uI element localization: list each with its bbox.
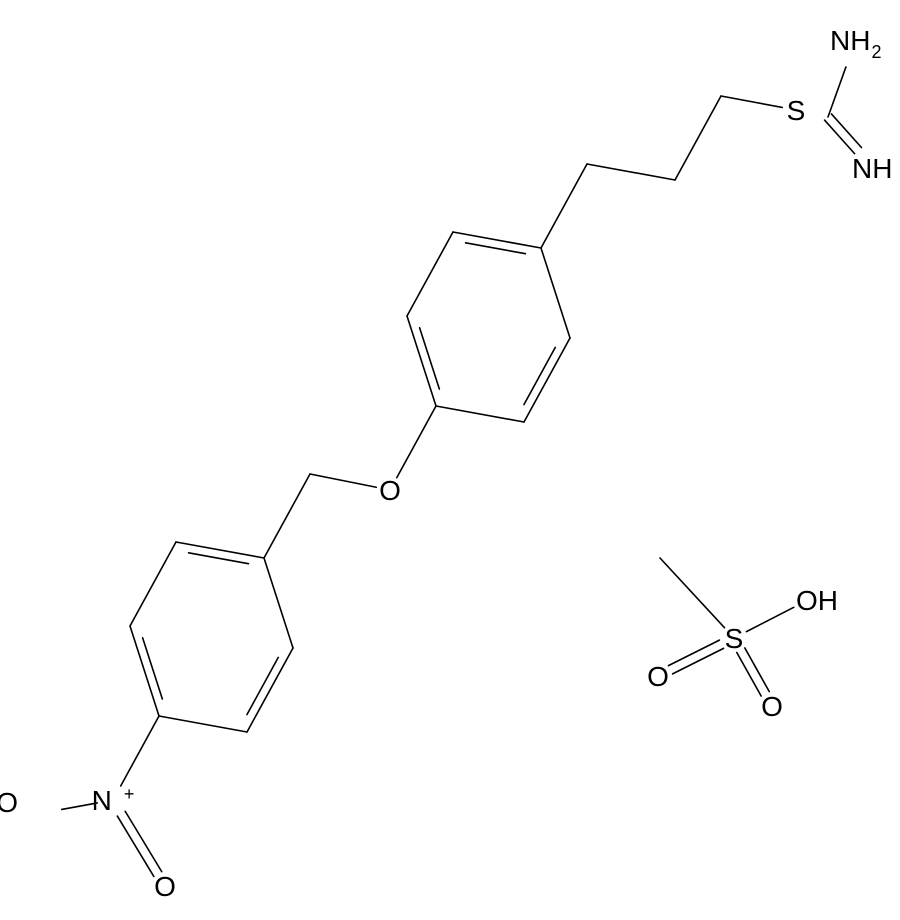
atom-label: O [761,691,783,722]
atom-label: −O [0,787,18,818]
atom-label: N+ [92,784,135,816]
atom-label: NH [852,153,892,184]
atom-label: S [725,623,744,654]
chemical-structure-diagram: N+ O −O O S NH2 NH S O O OH [0,0,900,920]
atom-label: OH [796,585,838,616]
atom-label: NH2 [830,25,881,62]
atom-label: O [647,661,669,692]
bonds-layer [62,67,862,876]
atom-label: O [379,475,401,506]
labels-layer: N+ O −O O S NH2 NH S O O OH [0,25,892,902]
atom-label: O [154,871,176,902]
atom-label: S [787,95,806,126]
